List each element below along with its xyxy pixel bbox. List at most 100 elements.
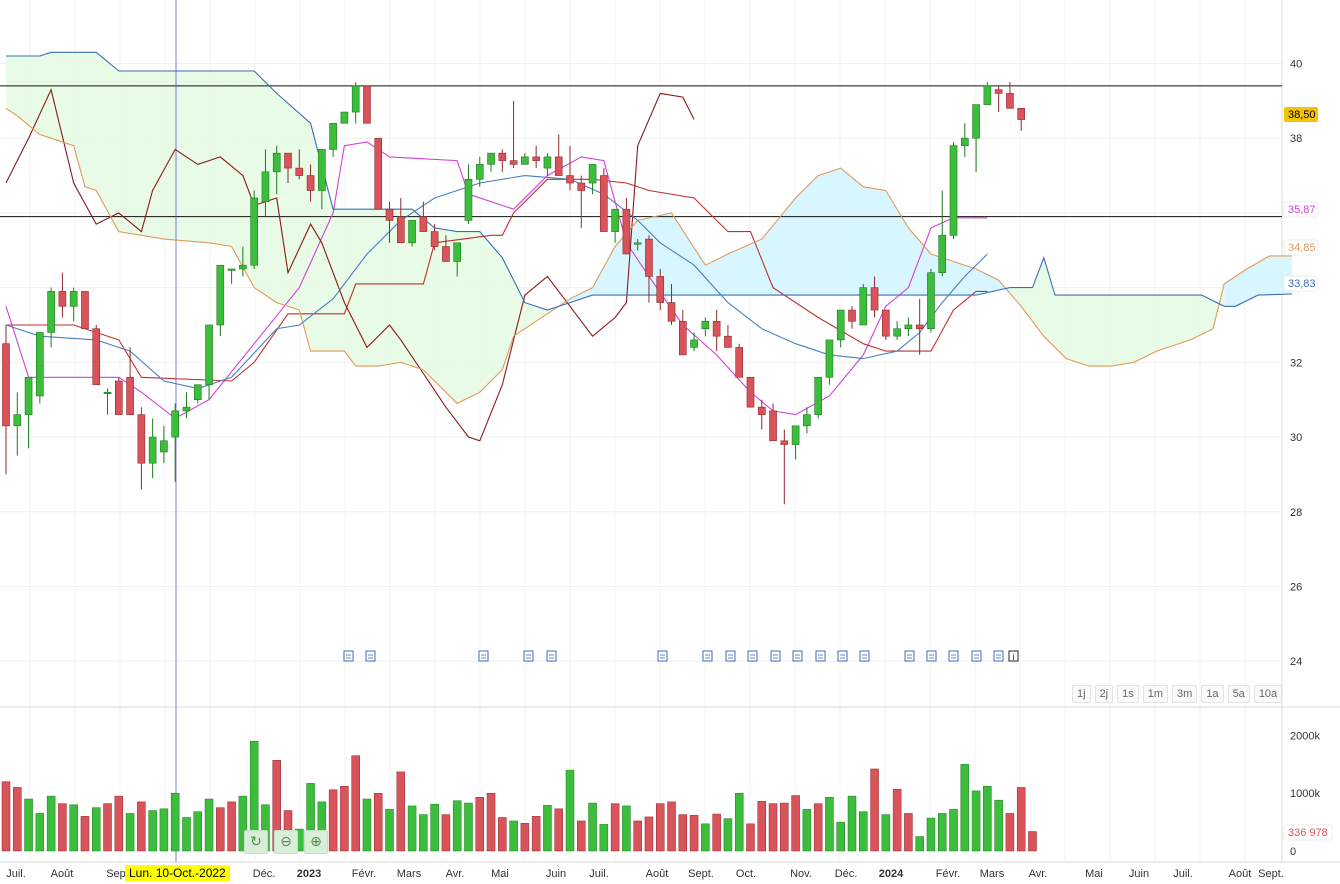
x-tick-label: Août bbox=[51, 868, 74, 880]
candle bbox=[577, 182, 586, 191]
info-icon-glyph: i bbox=[1013, 652, 1015, 662]
candle bbox=[498, 152, 507, 161]
candle bbox=[318, 149, 326, 191]
cloud-segment bbox=[592, 267, 604, 296]
news-icon bbox=[770, 650, 781, 662]
volume-bar bbox=[58, 803, 67, 852]
cloud-segment bbox=[739, 244, 751, 296]
candle bbox=[780, 440, 789, 445]
volume-bar bbox=[780, 802, 789, 852]
candle bbox=[859, 287, 868, 326]
series-line-span_b bbox=[6, 51, 1292, 311]
cloud-segment bbox=[479, 231, 492, 393]
x-tick-label: Sep bbox=[106, 868, 126, 880]
candle bbox=[363, 85, 371, 124]
candle bbox=[36, 332, 44, 397]
volume-bar bbox=[949, 809, 958, 852]
candle bbox=[487, 152, 495, 165]
timeframe-button-1s[interactable]: 1s bbox=[1117, 685, 1139, 703]
cursor-date-label: Lun. 10-Oct.-2022 bbox=[125, 865, 230, 881]
candle bbox=[396, 216, 405, 244]
volume-bar bbox=[486, 792, 496, 852]
news-icon bbox=[478, 650, 489, 662]
volume-bar bbox=[836, 821, 845, 852]
cloud-segment bbox=[660, 212, 672, 296]
candle bbox=[182, 406, 191, 412]
volume-bar bbox=[103, 803, 112, 852]
candle bbox=[588, 164, 597, 184]
candle bbox=[678, 320, 687, 356]
volume-bar bbox=[599, 824, 609, 852]
y-tick-label: 30 bbox=[1290, 432, 1302, 444]
volume-bar bbox=[114, 795, 124, 852]
cloud-segment bbox=[412, 209, 424, 370]
candle bbox=[205, 324, 213, 386]
series-line-span_a bbox=[5, 107, 1292, 405]
cloud-segment bbox=[1235, 268, 1247, 307]
volume-tag-bg bbox=[1283, 824, 1333, 841]
x-tick-label: Avr. bbox=[446, 868, 465, 880]
candle bbox=[351, 85, 360, 113]
candle bbox=[81, 291, 89, 330]
candle bbox=[227, 268, 236, 271]
reset-zoom-button[interactable]: ↻ bbox=[244, 830, 268, 854]
cloud-segment bbox=[333, 209, 345, 352]
candle bbox=[622, 208, 631, 255]
timeframe-bar: 1j 2j 1s 1m 3m 1a 5a 10a bbox=[1072, 685, 1283, 703]
timeframe-button-2j[interactable]: 2j bbox=[1094, 685, 1114, 703]
cloud-segment bbox=[1156, 295, 1168, 352]
volume-bar bbox=[452, 800, 462, 852]
cloud-segment bbox=[603, 246, 616, 296]
candle bbox=[983, 85, 992, 105]
news-icon bbox=[365, 650, 376, 662]
cloud-segment bbox=[818, 171, 830, 296]
timeframe-button-10a[interactable]: 10a bbox=[1253, 685, 1283, 703]
candle bbox=[58, 291, 67, 307]
cloud-segment bbox=[1043, 257, 1056, 348]
volume-bar bbox=[667, 801, 676, 852]
timeframe-button-5a[interactable]: 5a bbox=[1227, 685, 1250, 703]
candle bbox=[69, 291, 78, 307]
timeframe-button-1j[interactable]: 1j bbox=[1072, 685, 1091, 703]
volume-bar bbox=[340, 786, 349, 852]
news-icon bbox=[993, 650, 1004, 662]
volume-bar bbox=[915, 836, 924, 852]
news-icon bbox=[747, 650, 758, 662]
x-tick-label: Déc. bbox=[835, 868, 858, 880]
cloud-segment bbox=[1190, 295, 1202, 340]
cloud-segment bbox=[423, 218, 435, 382]
price-tag-bg bbox=[1283, 201, 1319, 218]
cloud-segment bbox=[141, 70, 153, 238]
candle bbox=[509, 160, 518, 165]
candle bbox=[295, 167, 304, 176]
volume-bar bbox=[937, 813, 947, 852]
zoom-out-button[interactable]: ⊖ bbox=[274, 830, 298, 854]
news-icon bbox=[523, 650, 534, 662]
cloud-segment bbox=[908, 227, 920, 296]
volume-bar bbox=[644, 816, 654, 852]
volume-bar bbox=[193, 811, 203, 852]
candle bbox=[938, 235, 947, 273]
cloud-segment bbox=[750, 239, 762, 296]
candle bbox=[2, 343, 10, 427]
timeframe-button-1m[interactable]: 1m bbox=[1142, 685, 1169, 703]
candle bbox=[656, 276, 665, 303]
price-tag-bg bbox=[1284, 107, 1318, 122]
cloud-segment bbox=[1088, 295, 1101, 367]
timeframe-button-1a[interactable]: 1a bbox=[1201, 685, 1224, 703]
candle bbox=[803, 414, 811, 427]
candle bbox=[927, 272, 935, 330]
x-tick-label: Sept. bbox=[1258, 868, 1284, 880]
x-tick-label: Juin bbox=[546, 868, 566, 880]
cloud-segment bbox=[1201, 295, 1213, 335]
cloud-segment bbox=[355, 209, 367, 367]
cloud-segment bbox=[468, 231, 480, 398]
timeframe-button-3m[interactable]: 3m bbox=[1172, 685, 1198, 703]
cloud-segment bbox=[378, 209, 390, 367]
candle bbox=[13, 414, 22, 427]
volume-bar bbox=[385, 809, 394, 852]
zoom-in-button[interactable]: ⊕ bbox=[304, 830, 328, 854]
candle bbox=[475, 164, 484, 180]
